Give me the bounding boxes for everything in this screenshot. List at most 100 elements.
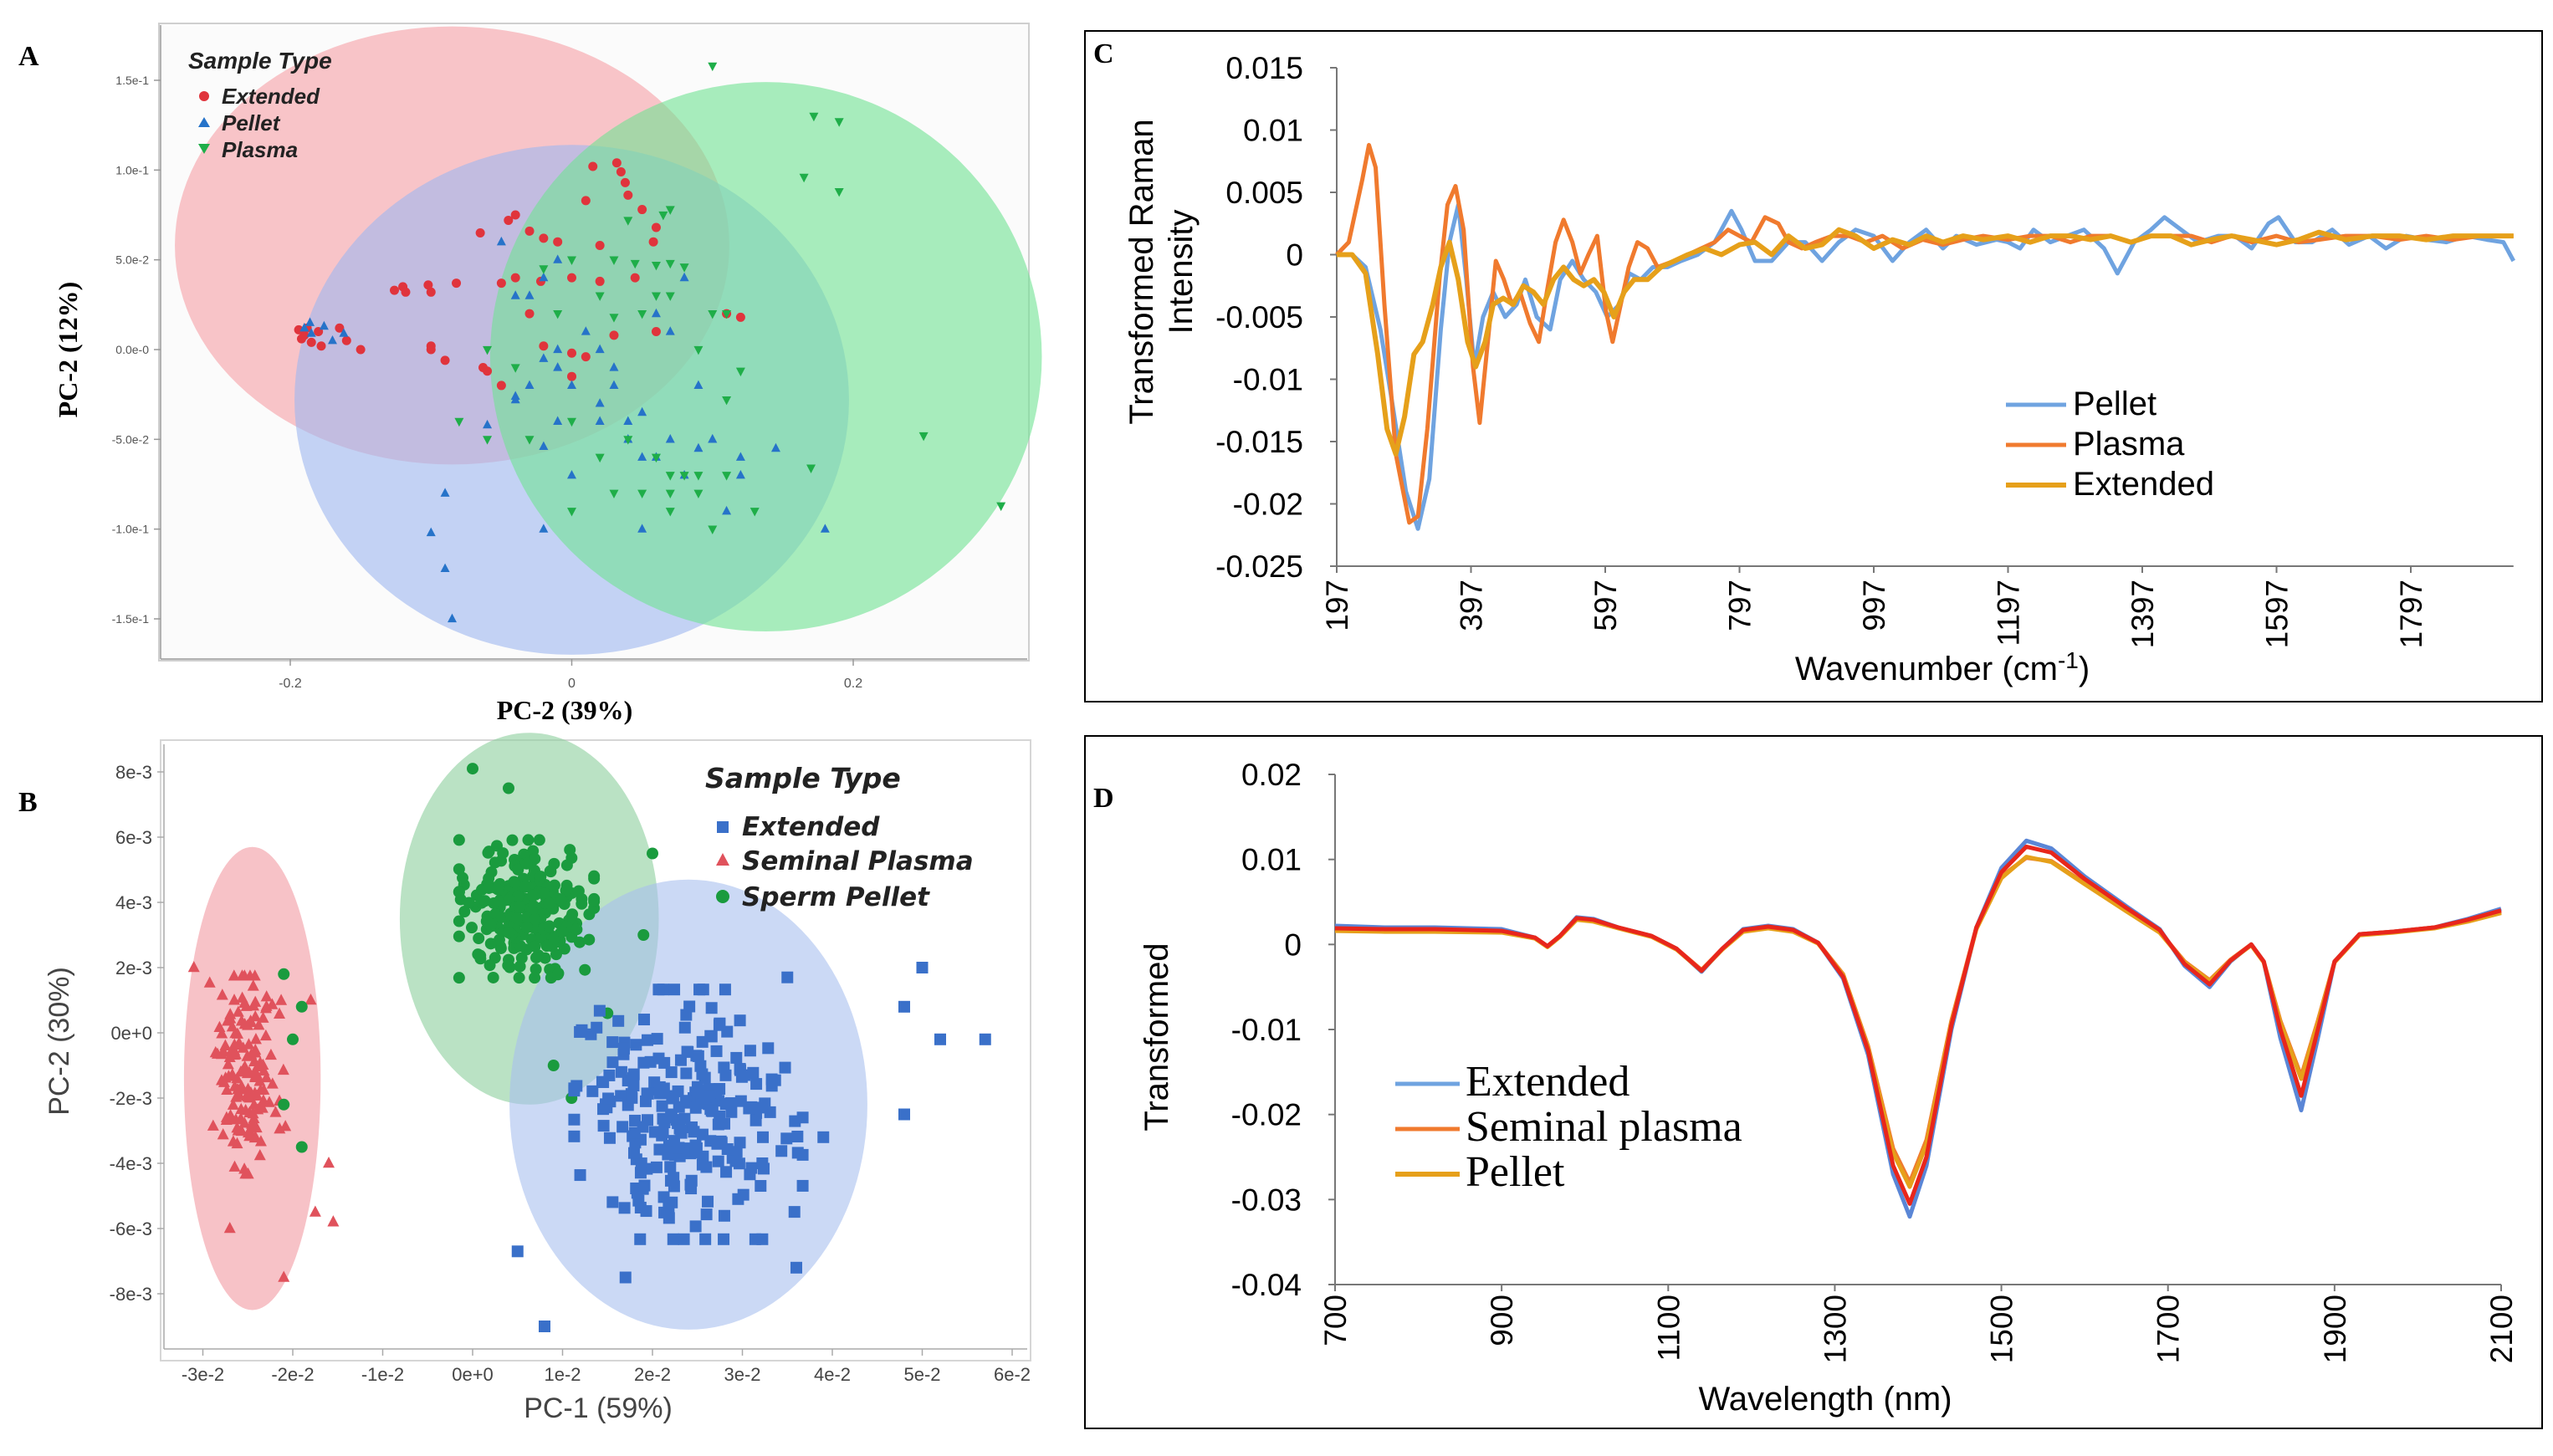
panel-b-point-extended [642, 1114, 654, 1126]
panel-b-point-sperm-pellet [560, 859, 573, 871]
panel-b-xtick-label: 1e-2 [544, 1364, 581, 1385]
panel-a-point-extended [296, 334, 306, 344]
panel-a-ylabel: PC-2 (12%) [53, 282, 83, 418]
panel-c-legend-label-plasma: Plasma [2073, 426, 2185, 462]
panel-a-point-extended [595, 276, 605, 286]
panel-b-point-extended [601, 1101, 613, 1114]
panel-a-point-plasma [510, 364, 520, 373]
panel-b-point-extended [642, 1034, 654, 1046]
panel-b: B -3e-2 -2e-2 -1e-2 0e+0 1e-2 2e-2 3e-2 4e-2 5e-… [18, 733, 1031, 1424]
panel-b-point-seminal-plasma [259, 1029, 272, 1041]
panel-a-legend-label-pellet: Pellet [222, 110, 281, 135]
panel-a-point-pellet [665, 434, 675, 443]
panel-a-point-extended [581, 352, 591, 362]
panel-a-point-pellet [339, 328, 349, 337]
panel-a-point-pellet [637, 452, 647, 461]
panel-c-xtick-label: 197 [1320, 580, 1354, 631]
panel-a-point-pellet [637, 524, 647, 533]
panel-c-lines [1335, 142, 2515, 531]
panel-a-point-extended [426, 287, 436, 297]
panel-b-xtick-label: -2e-2 [271, 1364, 314, 1385]
panel-b-point-sperm-pellet [453, 886, 465, 898]
panel-b-point-extended [898, 1000, 910, 1013]
panel-b-point-seminal-plasma [274, 1122, 286, 1134]
panel-a-point-pellet [539, 272, 549, 282]
panel-b-point-sperm-pellet [504, 961, 516, 973]
panel-d-ytick-label: 0.02 [1241, 758, 1302, 792]
panel-a-point-plasma [708, 62, 718, 72]
panel-b-point-seminal-plasma [238, 1064, 250, 1076]
panel-b-point-extended [665, 1111, 678, 1124]
panel-b-point-sperm-pellet [520, 857, 533, 870]
panel-a-point-pellet [483, 419, 493, 429]
panel-b-point-extended [710, 1045, 723, 1057]
panel-b-point-sperm-pellet [453, 834, 465, 846]
panel-a-point-pellet [609, 362, 619, 371]
panel-b-point-sperm-pellet [503, 782, 514, 794]
panel-b-point-sperm-pellet [483, 872, 495, 885]
panel-a-point-extended [630, 273, 640, 283]
panel-a-point-pellet [299, 322, 310, 332]
panel-a-point-pellet [539, 524, 549, 533]
panel-b-point-seminal-plasma [247, 979, 259, 991]
panel-a-ytick-label: -5.0e-2 [112, 432, 150, 446]
panel-a-point-extended [510, 210, 520, 220]
panel-a-point-plasma [609, 314, 619, 323]
panel-b-point-sperm-pellet [453, 930, 465, 943]
panel-b-point-sperm-pellet [287, 1033, 299, 1045]
panel-b-point-extended [725, 1106, 738, 1118]
panel-d-xtick-label: 1900 [2318, 1295, 2352, 1363]
panel-a-point-extended [478, 362, 489, 372]
panel-b-point-seminal-plasma [228, 1038, 241, 1050]
panel-b-point-extended [714, 1017, 726, 1029]
panel-b-point-sperm-pellet [588, 892, 601, 905]
panel-b-point-seminal-plasma [275, 994, 288, 1005]
panel-b-point-seminal-plasma [309, 1205, 321, 1217]
panel-a-point-pellet [735, 452, 745, 461]
panel-b-point-extended [627, 1147, 640, 1159]
panel-b-point-extended [651, 1033, 663, 1045]
panel-b-point-extended [719, 1117, 731, 1130]
panel-b-point-extended [749, 1233, 761, 1245]
panel-a-point-pellet [595, 398, 605, 407]
panel-b-xtick-label: 4e-2 [814, 1364, 851, 1385]
panel-b-point-extended [734, 1137, 746, 1149]
panel-a-xtick-label: 0.2 [844, 677, 862, 691]
panel-a-point-pellet [708, 434, 718, 443]
panel-a-point-pellet [770, 442, 780, 452]
panel-d-letter: D [1093, 783, 1114, 814]
panel-a-ytick-label: 1.0e-1 [115, 163, 149, 176]
panel-c-xtick-label: 997 [1857, 580, 1891, 631]
panel-b-point-sperm-pellet [573, 936, 586, 948]
panel-b-point-seminal-plasma [232, 1027, 244, 1039]
panel-a-axes: -0.2 0 0.2 1.5e-1 1.0e-1 5.0e-2 0.0e-0 -5.0e-2 -… [112, 25, 1027, 691]
panel-a-point-plasma [693, 345, 703, 355]
panel-a-point-extended [539, 341, 549, 351]
panel-b-point-sperm-pellet [555, 893, 567, 906]
panel-b-point-sperm-pellet [519, 881, 531, 893]
panel-b-point-extended [678, 1233, 690, 1245]
panel-b-point-extended [729, 1155, 742, 1167]
panel-a-point-pellet [679, 272, 689, 282]
panel-d-xtick-label: 1700 [2151, 1295, 2186, 1363]
panel-d-xtick-label: 1100 [1651, 1295, 1686, 1361]
panel-a-point-extended [496, 278, 506, 289]
panel-b-axes: -3e-2 -2e-2 -1e-2 0e+0 1e-2 2e-2 3e-2 4e-2 5e-2 6… [110, 744, 1031, 1385]
panel-b-point-sperm-pellet [533, 834, 545, 846]
panel-b-point-seminal-plasma [207, 1119, 219, 1131]
panel-a-point-extended [426, 341, 436, 351]
panel-b-point-extended [702, 1195, 714, 1208]
panel-a-point-extended [440, 355, 450, 365]
panel-a-point-pellet [539, 441, 549, 451]
panel-b-point-seminal-plasma [220, 1113, 233, 1126]
panel-c-ytick-label: -0.02 [1233, 488, 1303, 522]
panel-a-legend-label-extended: Extended [222, 84, 320, 109]
panel-b-point-extended [934, 1033, 946, 1045]
panel-b-point-seminal-plasma [242, 1082, 254, 1094]
panel-b-point-extended [673, 1142, 685, 1154]
panel-b-legend-marker-seminal-plasma [716, 853, 729, 866]
panel-b-ytick-label: -4e-3 [110, 1153, 152, 1174]
panel-c-ytick-label: -0.025 [1215, 549, 1303, 584]
panel-a-point-pellet [609, 380, 619, 390]
panel-b-point-seminal-plasma [243, 1038, 255, 1050]
